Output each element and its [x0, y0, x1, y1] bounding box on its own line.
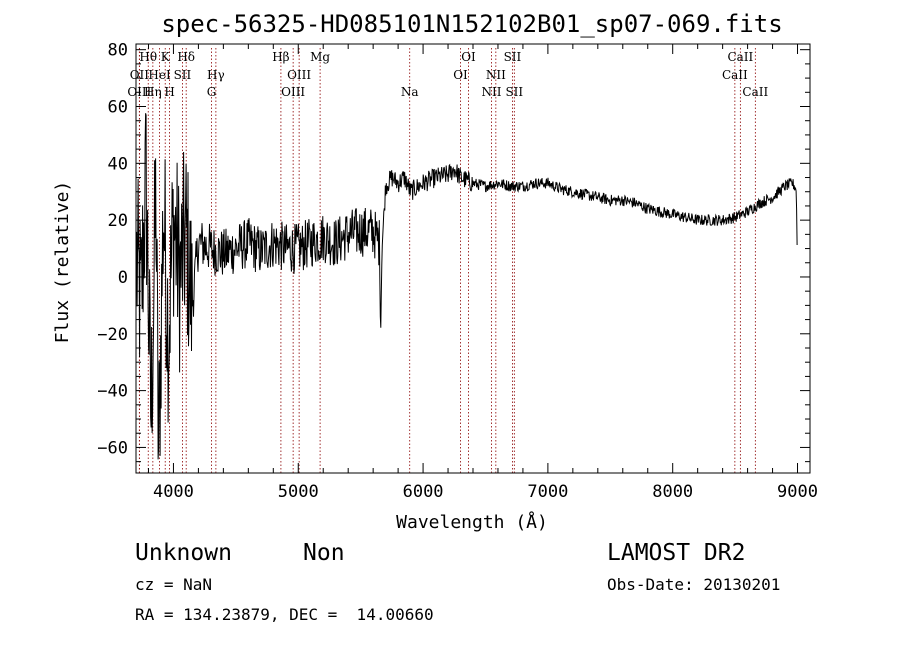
line-marker-label: Hβ: [272, 50, 289, 64]
y-tick-label: −60: [97, 438, 128, 458]
x-tick-label: 5000: [278, 482, 319, 502]
line-marker-label: OI: [453, 68, 468, 82]
coordinates: RA = 134.23879, DEC = 14.00660: [135, 605, 434, 624]
object-subclass: Non: [303, 540, 345, 566]
line-marker-label: CaII: [742, 85, 768, 99]
line-marker-label: NII: [481, 85, 501, 99]
line-marker-label: OIII: [287, 68, 311, 82]
object-class: Unknown: [135, 540, 232, 566]
x-tick-label: 4000: [153, 482, 194, 502]
y-axis-label: Flux (relative): [52, 181, 73, 344]
y-tick-label: 0: [118, 268, 128, 288]
spectrum-line: [136, 113, 798, 460]
line-marker-label: SII: [504, 50, 522, 64]
observation-date: Obs-Date: 20130201: [607, 575, 781, 594]
line-marker-label: OIII: [281, 85, 305, 99]
line-marker-label: SII: [174, 68, 192, 82]
chart-title: spec-56325-HD085101N152102B01_sp07-069.f…: [161, 10, 782, 38]
x-tick-label: 9000: [777, 482, 818, 502]
x-tick-label: 7000: [527, 482, 568, 502]
line-marker-label: OII: [130, 68, 150, 82]
x-axis: 4000 5000 6000 7000 8000 9000: [147, 44, 818, 502]
x-tick-label: 6000: [403, 482, 444, 502]
y-axis: −60 −40 −20 0 20 40 60 80: [97, 41, 810, 463]
line-marker-label: Hγ: [207, 68, 225, 82]
line-marker-label: Hη: [144, 85, 162, 99]
line-marker-label: NII: [486, 68, 506, 82]
emission-line-labels: HθOIIOIIIHeIHηKSIIHHδHγGHβOIIIOIIIMgNaOI…: [127, 50, 768, 99]
plot-frame: [135, 43, 811, 474]
emission-line-markers: [138, 48, 756, 473]
x-tick-label: 8000: [652, 482, 693, 502]
y-tick-label: 20: [108, 211, 128, 231]
line-marker-label: K: [161, 50, 171, 64]
line-marker-label: CaII: [727, 50, 753, 64]
line-marker-label: Na: [401, 85, 419, 99]
line-marker-label: OI: [461, 50, 476, 64]
line-marker-label: Hδ: [177, 50, 195, 64]
line-marker-label: H: [164, 85, 174, 99]
line-marker-label: G: [207, 85, 217, 99]
x-axis-label: Wavelength (Å): [396, 511, 548, 533]
line-marker-label: Mg: [310, 50, 330, 64]
y-tick-label: −40: [97, 382, 128, 402]
line-marker-label: HeI: [148, 68, 171, 82]
y-tick-label: 60: [108, 98, 128, 118]
y-tick-label: 40: [108, 154, 128, 174]
line-marker-label: CaII: [722, 68, 748, 82]
survey-label: LAMOST DR2: [607, 540, 746, 566]
redshift-cz: cz = NaN: [135, 575, 213, 594]
y-tick-label: −20: [97, 325, 128, 345]
line-marker-label: SII: [505, 85, 523, 99]
line-marker-label: Hθ: [139, 50, 157, 64]
y-tick-label: 80: [108, 41, 128, 61]
